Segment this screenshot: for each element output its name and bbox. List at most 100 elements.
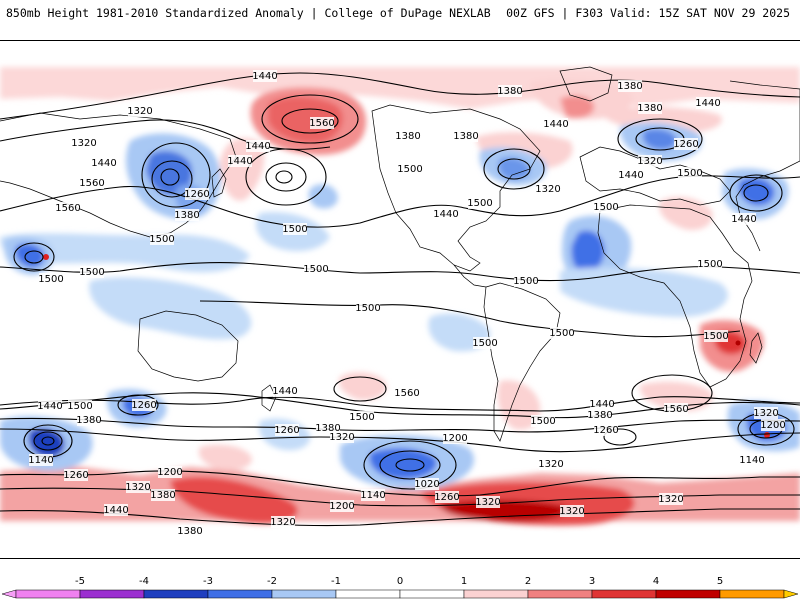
anomaly-negative-west-pacific bbox=[89, 277, 252, 340]
contour-label-background bbox=[588, 409, 612, 421]
contour-label-background bbox=[638, 102, 662, 114]
colorbar-segment bbox=[463, 589, 529, 599]
anomaly-negative-bering bbox=[308, 184, 338, 209]
contour-label-background bbox=[361, 489, 385, 501]
contour-label: 1440 bbox=[433, 209, 458, 220]
contour-label: 1320 bbox=[125, 482, 150, 493]
contour-label: 1200 bbox=[157, 467, 182, 478]
anomaly-negative-east-asia-core bbox=[146, 150, 193, 196]
contour-label: 1500 bbox=[703, 331, 728, 342]
contour-label: 1140 bbox=[739, 455, 764, 466]
contour-label: 1320 bbox=[538, 459, 563, 470]
contour-low-hudson bbox=[483, 148, 545, 190]
anomaly-negative-indian-ocean bbox=[560, 267, 728, 317]
contour-label-background bbox=[594, 201, 618, 213]
contour-label-background bbox=[435, 491, 459, 503]
contour-label: 1560 bbox=[79, 178, 104, 189]
anomaly-negative-atlantic-core bbox=[571, 230, 605, 273]
contour-label-background bbox=[72, 137, 96, 149]
contour-label-background bbox=[674, 138, 698, 150]
contour-label-background bbox=[476, 496, 500, 508]
contour-low-southern-ocean-west-core bbox=[41, 436, 55, 446]
contour-low-east-asia-core bbox=[160, 168, 180, 186]
contour-label: 1380 bbox=[315, 423, 340, 434]
anomaly-positive-arctic bbox=[0, 67, 800, 109]
contour-low-philippines-inner bbox=[24, 250, 44, 264]
contour-label-background bbox=[273, 385, 297, 397]
anomaly-extreme-pacific bbox=[43, 254, 49, 260]
contour-1440-north bbox=[0, 72, 800, 120]
contour-label-background bbox=[150, 233, 174, 245]
contour-label-background bbox=[80, 177, 104, 189]
contour-label: 1380 bbox=[497, 86, 522, 97]
contour-label: 1140 bbox=[360, 490, 385, 501]
contour-label-background bbox=[619, 169, 643, 181]
colorbar-tick-label: 5 bbox=[717, 576, 723, 587]
colorbar-tick-label: -2 bbox=[267, 576, 277, 587]
map-panel: 1440 1380 1380 1440 1320 1560 1380 1440 1380 1380… bbox=[0, 40, 800, 559]
contour-label: 1440 bbox=[272, 386, 297, 397]
contour-label: 1320 bbox=[658, 494, 683, 505]
colorbar-segment bbox=[335, 589, 401, 599]
contour-label: 1320 bbox=[475, 497, 500, 508]
contour-label-background bbox=[92, 157, 116, 169]
contour-label-background bbox=[56, 202, 80, 214]
contour-labels: 1440 1380 1380 1440 1320 1560 1380 1440 1380 1380… bbox=[28, 70, 786, 537]
contour-high-south-pacific bbox=[333, 376, 387, 402]
coastline-south-america bbox=[483, 282, 561, 442]
contour-label-background bbox=[246, 140, 270, 152]
contour-label: 1500 bbox=[593, 202, 618, 213]
anomaly-extreme-southern-indian bbox=[764, 432, 770, 438]
contour-label: 1320 bbox=[559, 506, 584, 517]
contour-label: 1440 bbox=[695, 98, 720, 109]
contour-label: 1440 bbox=[252, 71, 277, 82]
contour-label-background bbox=[754, 407, 778, 419]
contour-label-background bbox=[304, 263, 328, 275]
colorbar-min-extension bbox=[1, 589, 17, 599]
contour-label-background bbox=[434, 208, 458, 220]
colorbar-tick-label: 3 bbox=[589, 576, 595, 587]
contour-label-background bbox=[151, 489, 175, 501]
contour-label-background bbox=[80, 266, 104, 278]
anomaly-positive-south-america bbox=[497, 380, 541, 430]
colorbar-tick-label: -3 bbox=[203, 576, 213, 587]
contour-label-background bbox=[398, 163, 422, 175]
colorbar-tick-label: -4 bbox=[139, 576, 149, 587]
colorbar-segment bbox=[527, 589, 593, 599]
contour-label: 1260 bbox=[63, 470, 88, 481]
contour-label-background bbox=[531, 415, 555, 427]
contour-label-background bbox=[664, 403, 688, 415]
contour-label: 1500 bbox=[67, 401, 92, 412]
contour-label: 1440 bbox=[227, 156, 252, 167]
contour-label-background bbox=[594, 424, 618, 436]
contour-low-southern-ocean-west-inner bbox=[33, 431, 63, 451]
contour-label: 1500 bbox=[79, 267, 104, 278]
contour-label: 1500 bbox=[697, 259, 722, 270]
contour-label: 1020 bbox=[414, 479, 439, 490]
anomaly-positive-africa-north bbox=[659, 196, 713, 231]
contour-label-background bbox=[228, 155, 252, 167]
anomaly-positive-kamchatka bbox=[560, 95, 595, 119]
contour-label-background bbox=[77, 414, 101, 426]
contour-label: 1380 bbox=[177, 526, 202, 537]
contour-label: 1380 bbox=[617, 81, 642, 92]
anomaly-positive-alaska bbox=[220, 137, 265, 201]
contour-label-background bbox=[514, 275, 538, 287]
contour-label: 1440 bbox=[543, 119, 568, 130]
contour-label-background bbox=[732, 213, 756, 225]
contour-label-background bbox=[178, 525, 202, 537]
contour-label: 1380 bbox=[453, 131, 478, 142]
colorbar-tick-label: -1 bbox=[331, 576, 341, 587]
contour-1320-southern bbox=[0, 428, 800, 453]
contour-label: 1380 bbox=[587, 410, 612, 421]
model-run-info: 00Z GFS | F303 Valid: 15Z SAT NOV 29 202… bbox=[506, 6, 790, 20]
contour-label-background bbox=[395, 387, 419, 399]
anomaly-positive-south-pacific bbox=[338, 372, 387, 401]
contour-label: 1440 bbox=[37, 401, 62, 412]
contour-label: 1260 bbox=[131, 400, 156, 411]
contour-label-background bbox=[330, 500, 354, 512]
contour-label-background bbox=[38, 400, 62, 412]
contour-label: 1380 bbox=[76, 415, 101, 426]
contour-label-background bbox=[275, 424, 299, 436]
contour-label-background bbox=[415, 478, 439, 490]
